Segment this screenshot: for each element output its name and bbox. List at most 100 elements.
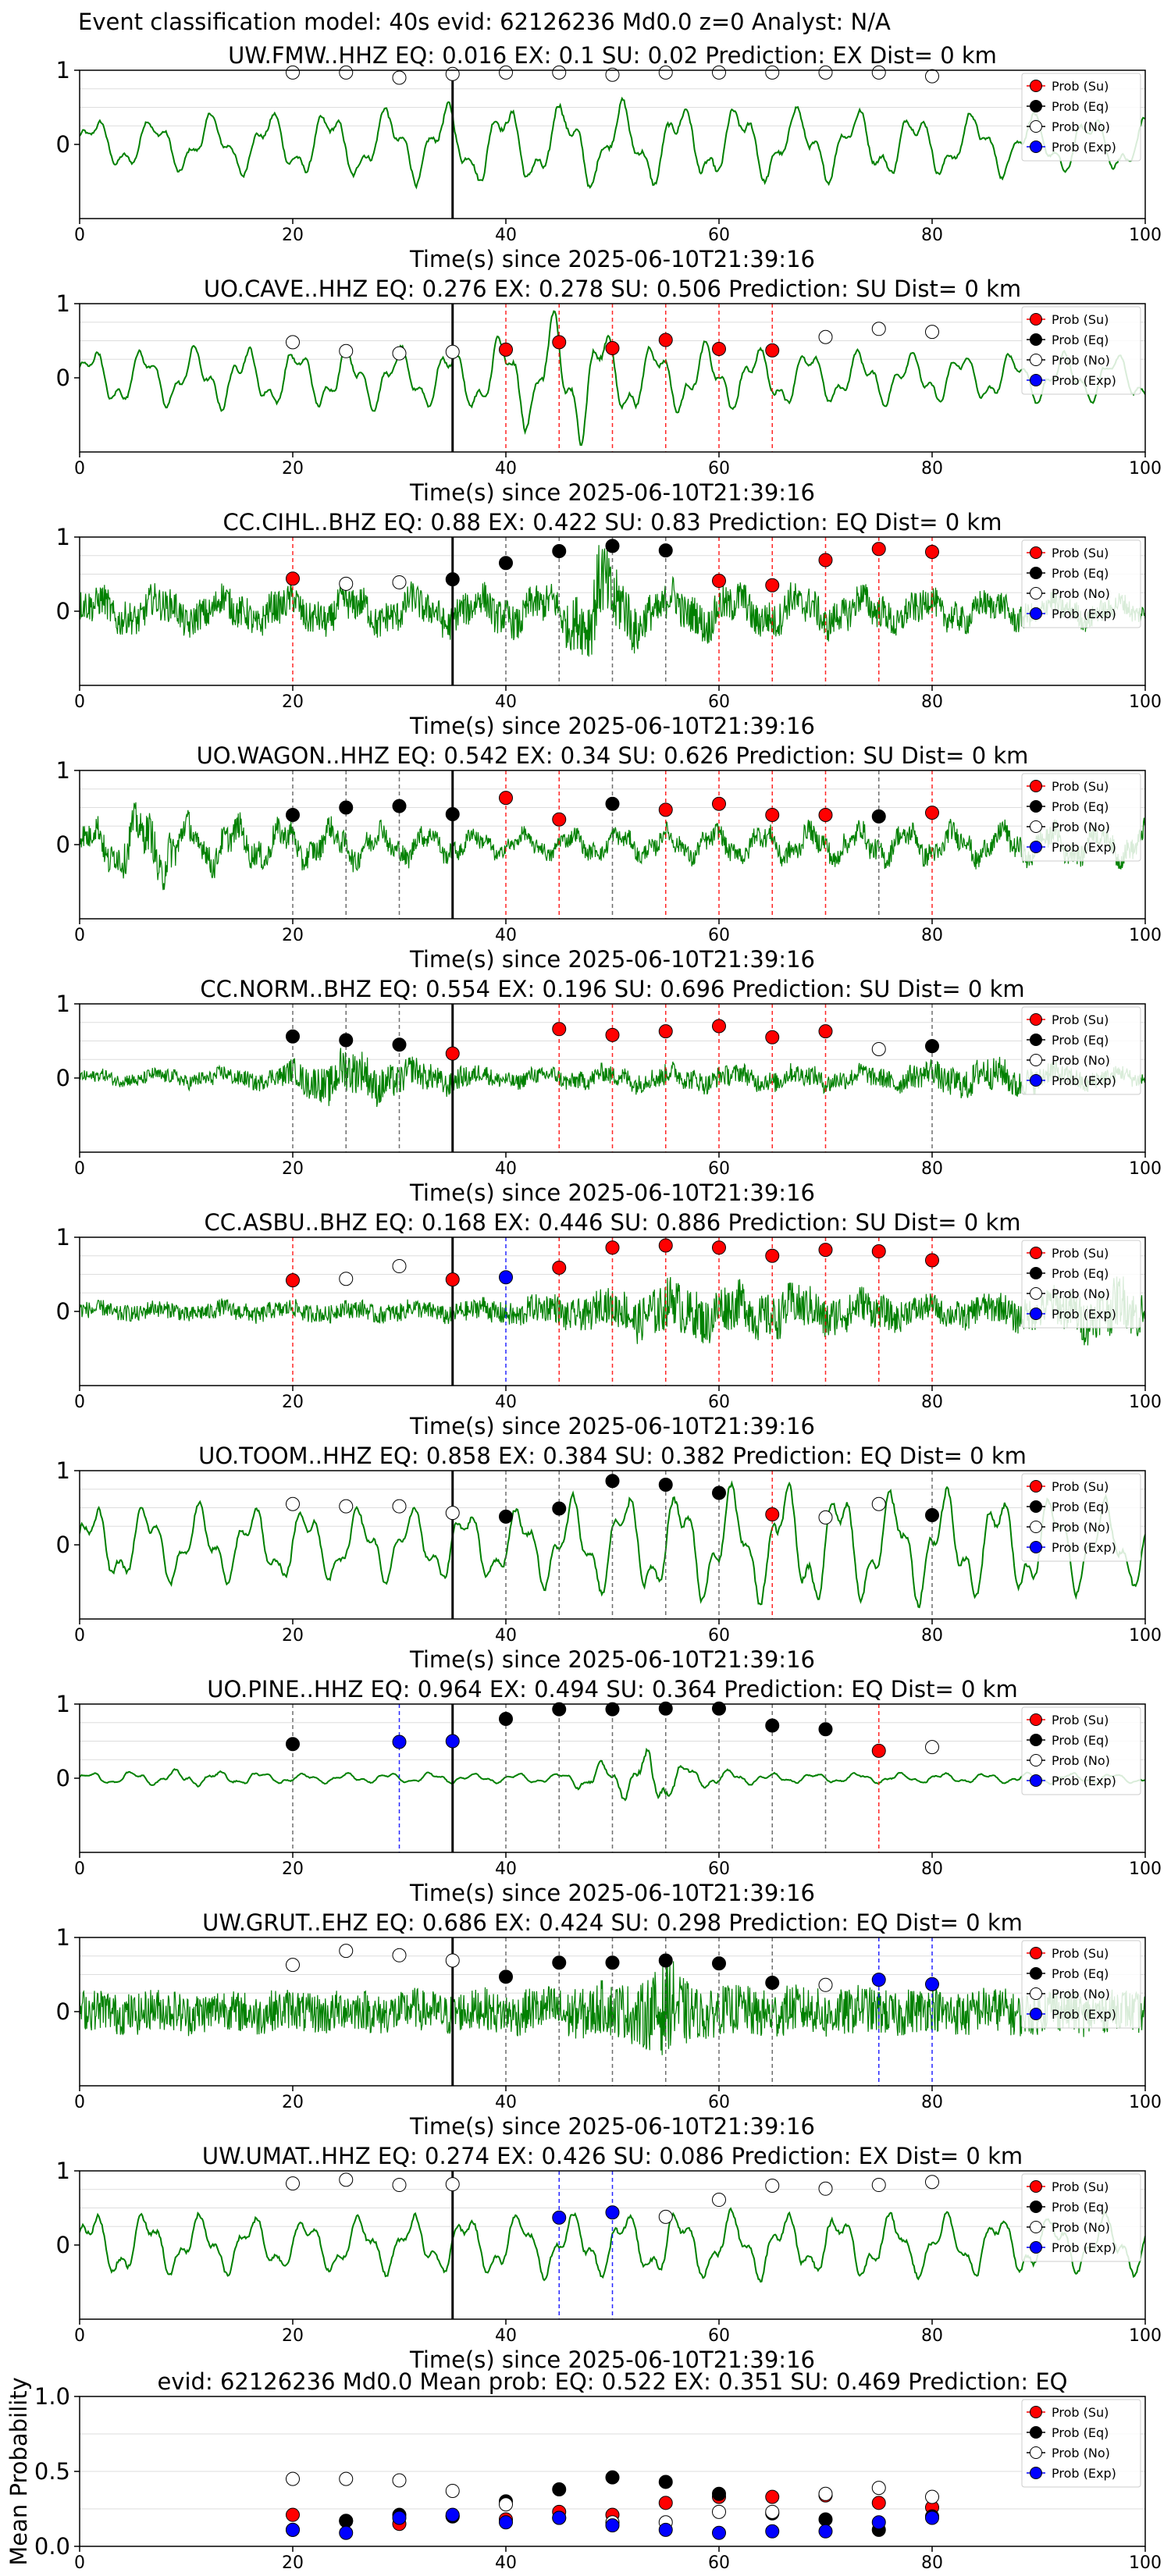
y-tick-label: 0 xyxy=(56,1065,70,1091)
waveform-trace xyxy=(80,2207,1145,2283)
y-tick-label: 1 xyxy=(56,524,70,550)
prob-point-no xyxy=(818,1977,833,1992)
legend: Prob (Su) Prob (Eq) Prob (No) Prob (Exp) xyxy=(1021,1940,1141,2029)
x-tick-label: 20 xyxy=(282,1859,304,1879)
mean-point-no xyxy=(818,2486,833,2501)
x-tick-label: 80 xyxy=(921,2326,943,2346)
mean-point-su xyxy=(871,2496,886,2510)
prob-point-eq xyxy=(871,809,886,824)
prob-point-su xyxy=(605,1240,620,1255)
legend-label-eq: Prob (Eq) xyxy=(1052,99,1109,114)
prob-point-eq xyxy=(765,1975,780,1990)
prob-point-su xyxy=(658,802,673,817)
prob-point-su xyxy=(925,1253,939,1268)
legend-marker-no xyxy=(1030,1054,1042,1066)
x-tick-label: 80 xyxy=(921,1159,943,1179)
legend-marker-eq xyxy=(1030,1967,1042,1980)
y-axis-label: Mean Probability xyxy=(5,2377,32,2566)
prob-point-no xyxy=(871,1496,886,1511)
legend-marker-su xyxy=(1030,1247,1042,1259)
prob-point-su xyxy=(871,1244,886,1259)
legend-label-no: Prob (No) xyxy=(1052,820,1110,834)
x-tick-label: 80 xyxy=(921,1626,943,1646)
legend-label-no: Prob (No) xyxy=(1052,586,1110,601)
y-tick-label: 1 xyxy=(56,57,70,84)
legend: Prob (Su) Prob (Eq) Prob (No) Prob (Exp) xyxy=(1021,1473,1141,1562)
legend-frame xyxy=(1021,1940,1141,2029)
y-tick-label: 0 xyxy=(56,131,70,158)
legend-marker-eq xyxy=(1030,567,1042,579)
x-tick-label: 80 xyxy=(921,2553,943,2573)
prob-point-no xyxy=(339,1944,354,1959)
prob-point-no xyxy=(552,65,567,80)
prob-point-no xyxy=(392,2178,407,2193)
station-panel: UO.PINE..HHZ EQ: 0.964 EX: 0.494 SU: 0.3… xyxy=(56,1676,1162,1906)
legend-label-su: Prob (Su) xyxy=(1052,1479,1109,1494)
legend: Prob (Su) Prob (Eq) Prob (No) Prob (Exp) xyxy=(1021,1006,1141,1095)
legend-marker-exp xyxy=(1030,841,1042,853)
legend-marker-su xyxy=(1030,1013,1042,1026)
prob-point-no xyxy=(499,65,513,80)
legend-frame xyxy=(1021,73,1141,162)
prob-point-no xyxy=(925,69,939,84)
x-axis-label: Time(s) since 2025-06-10T21:39:16 xyxy=(409,246,815,272)
y-tick-label: 1 xyxy=(56,290,70,317)
prob-point-eq xyxy=(605,796,620,811)
legend-marker-no xyxy=(1030,2446,1042,2459)
mean-point-su xyxy=(765,2489,780,2504)
prob-point-eq xyxy=(445,807,460,822)
x-tick-label: 100 xyxy=(1129,1159,1162,1179)
mean-point-exp xyxy=(925,2510,939,2525)
x-tick-label: 40 xyxy=(495,1859,517,1879)
mean-point-su xyxy=(658,2496,673,2510)
y-tick-label: 0 xyxy=(56,598,70,624)
prob-point-su xyxy=(765,1030,780,1044)
panel-title: CC.NORM..BHZ EQ: 0.554 EX: 0.196 SU: 0.6… xyxy=(200,976,1024,1002)
prob-point-no xyxy=(871,322,886,336)
x-axis-label: Time(s) since 2025-06-10T21:39:16 xyxy=(409,713,815,739)
legend-marker-eq xyxy=(1030,1500,1042,1513)
x-tick-label: 100 xyxy=(1129,2326,1162,2346)
prob-point-exp xyxy=(871,1973,886,1987)
x-tick-label: 0 xyxy=(74,926,85,945)
prob-point-no xyxy=(392,1259,407,1274)
prob-point-eq xyxy=(712,1701,726,1716)
prob-point-eq xyxy=(339,800,354,815)
legend: Prob (Su) Prob (Eq) Prob (No) Prob (Exp) xyxy=(1021,539,1141,628)
legend-marker-su xyxy=(1030,80,1042,92)
prob-point-eq xyxy=(552,1501,567,1516)
station-panel: UO.TOOM..HHZ EQ: 0.858 EX: 0.384 SU: 0.3… xyxy=(56,1443,1162,1673)
legend-marker-exp xyxy=(1030,374,1042,386)
plot-area xyxy=(80,1471,1145,1619)
x-tick-label: 80 xyxy=(921,459,943,479)
prob-point-su xyxy=(605,341,620,355)
legend-label-exp: Prob (Exp) xyxy=(1052,1073,1116,1088)
axes-frame xyxy=(79,1236,1146,1386)
x-tick-label: 40 xyxy=(495,692,517,712)
x-tick-label: 80 xyxy=(921,1393,943,1412)
prob-point-su xyxy=(712,574,726,589)
x-tick-label: 40 xyxy=(495,1159,517,1179)
legend-marker-su xyxy=(1030,1713,1042,1726)
legend-marker-su xyxy=(1030,780,1042,792)
panel-title: UO.TOOM..HHZ EQ: 0.858 EX: 0.384 SU: 0.3… xyxy=(198,1443,1027,1469)
x-axis-label: Time(s) since 2025-06-10T21:39:16 xyxy=(409,1880,815,1906)
mean-point-no xyxy=(286,2471,300,2486)
panel-title: UW.FMW..HHZ EQ: 0.016 EX: 0.1 SU: 0.02 P… xyxy=(228,42,997,69)
x-tick-label: 60 xyxy=(708,2553,730,2573)
legend-marker-exp xyxy=(1030,1541,1042,1553)
y-tick-label: 1 xyxy=(56,2158,70,2184)
mean-point-exp xyxy=(818,2524,833,2539)
legend-marker-no xyxy=(1030,1287,1042,1300)
mean-point-eq xyxy=(818,2512,833,2527)
y-tick-label: 1 xyxy=(56,1691,70,1717)
x-tick-label: 100 xyxy=(1129,1626,1162,1646)
legend-label-exp: Prob (Exp) xyxy=(1052,607,1116,621)
panel-title: UW.GRUT..EHZ EQ: 0.686 EX: 0.424 SU: 0.2… xyxy=(202,1909,1023,1936)
x-tick-label: 80 xyxy=(921,1859,943,1879)
legend-frame xyxy=(1021,1706,1141,1795)
plot-area xyxy=(80,304,1145,452)
prob-point-no xyxy=(871,2178,886,2193)
prob-point-no xyxy=(818,65,833,80)
x-axis-label: Time(s) since 2025-06-10T21:39:16 xyxy=(409,1413,815,1439)
